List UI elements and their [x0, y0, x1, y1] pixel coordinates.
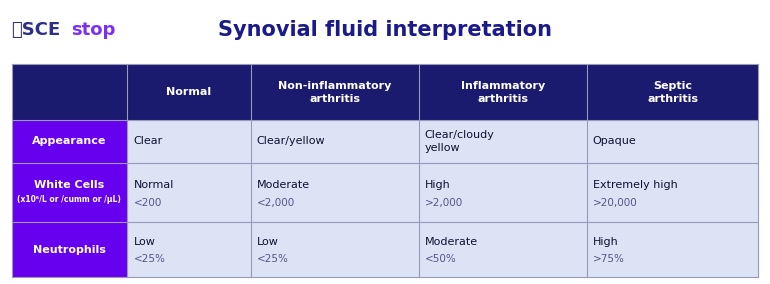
Bar [419, 64, 587, 120]
Bar [127, 64, 250, 120]
Text: Synovial fluid interpretation: Synovial fluid interpretation [218, 20, 552, 40]
Text: <2,000: <2,000 [256, 198, 295, 208]
Text: (x10⁶/L or /cumm or /µL): (x10⁶/L or /cumm or /µL) [18, 195, 122, 204]
Bar [250, 120, 419, 163]
Text: White Cells: White Cells [35, 180, 105, 190]
Bar [12, 222, 127, 277]
Bar [419, 120, 587, 163]
Text: ⓇSCE: ⓇSCE [12, 21, 61, 39]
Bar [419, 222, 587, 277]
Bar [587, 120, 758, 163]
Bar [250, 222, 419, 277]
Text: Clear/yellow: Clear/yellow [256, 137, 326, 147]
Text: >75%: >75% [593, 254, 624, 264]
Text: Normal: Normal [166, 87, 212, 97]
Text: <25%: <25% [256, 254, 289, 264]
Text: <25%: <25% [133, 254, 166, 264]
Text: stop: stop [72, 21, 116, 39]
Bar [127, 222, 250, 277]
Text: Clear: Clear [133, 137, 162, 147]
Bar [127, 163, 250, 222]
Text: Appearance: Appearance [32, 137, 106, 147]
Text: Inflammatory
arthritis: Inflammatory arthritis [460, 81, 544, 104]
Text: Septic
arthritis: Septic arthritis [647, 81, 698, 104]
Text: Moderate: Moderate [425, 237, 478, 247]
Text: Normal: Normal [133, 179, 174, 190]
Text: Clear/cloudy
yellow: Clear/cloudy yellow [425, 130, 494, 153]
Bar [12, 120, 127, 163]
Bar [12, 64, 127, 120]
Text: Non-inflammatory
arthritis: Non-inflammatory arthritis [278, 81, 391, 104]
Text: >2,000: >2,000 [425, 198, 463, 208]
Bar [419, 163, 587, 222]
Text: Low: Low [133, 237, 156, 247]
Text: High: High [593, 237, 618, 247]
Text: Opaque: Opaque [593, 137, 637, 147]
Bar [250, 64, 419, 120]
Text: High: High [425, 179, 450, 190]
Bar [587, 64, 758, 120]
Bar [587, 163, 758, 222]
Text: <50%: <50% [425, 254, 457, 264]
Text: Neutrophils: Neutrophils [33, 245, 105, 254]
Bar [127, 120, 250, 163]
Bar [250, 163, 419, 222]
Bar [587, 222, 758, 277]
Text: Moderate: Moderate [256, 179, 310, 190]
Text: >20,000: >20,000 [593, 198, 638, 208]
Text: Extremely high: Extremely high [593, 179, 678, 190]
Text: <200: <200 [133, 198, 162, 208]
Bar [12, 163, 127, 222]
Text: Low: Low [256, 237, 279, 247]
